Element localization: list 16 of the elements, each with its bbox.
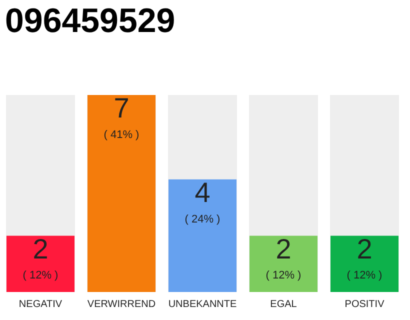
annotation: ( 12% ) [22, 270, 58, 282]
data-label: 2 [32, 233, 48, 264]
x-tick-label: NEGATIV [18, 298, 62, 310]
data-label: 7 [114, 92, 130, 124]
annotation: ( 24% ) [184, 213, 220, 226]
x-tick-label: UNBEKANNTE [168, 298, 237, 310]
data-label: 2 [276, 233, 292, 264]
x-tick-label: POSITIV [344, 298, 385, 310]
annotation: ( 12% ) [266, 270, 302, 282]
x-tick-label: EGAL [270, 298, 298, 310]
annotation: ( 12% ) [346, 270, 382, 282]
annotation: ( 41% ) [104, 129, 140, 142]
data-label: 4 [194, 177, 210, 208]
data-label: 2 [356, 233, 372, 264]
x-tick-label: VERWIRREND [87, 298, 156, 310]
chart-title: 096459529 [5, 2, 176, 41]
